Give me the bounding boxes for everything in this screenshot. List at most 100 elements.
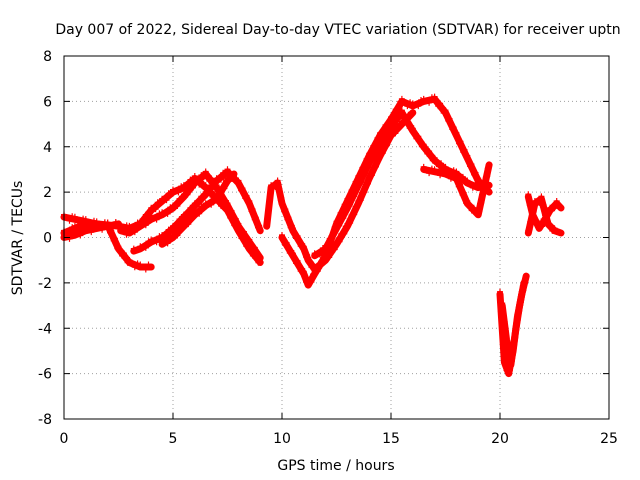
data-point-marker (110, 224, 116, 231)
data-point-marker (296, 263, 303, 269)
data-point-marker (526, 226, 533, 233)
data-point-marker (239, 185, 246, 192)
data-point-marker (497, 288, 503, 295)
data-point-marker (63, 214, 70, 221)
data-point-marker (415, 133, 422, 140)
data-point-marker (501, 318, 508, 325)
data-point-marker (364, 162, 371, 169)
data-point-marker (153, 216, 160, 223)
data-point-marker (540, 201, 547, 208)
y-tick-label: -6 (38, 367, 52, 383)
data-point-marker (282, 206, 289, 213)
data-point-marker (123, 231, 130, 238)
data-point-marker (66, 235, 73, 242)
data-point-marker (196, 200, 203, 207)
data-point-marker (341, 230, 348, 237)
data-point-marker (283, 239, 290, 246)
data-point-marker (538, 193, 545, 200)
data-point-marker (530, 208, 537, 215)
series-track-9 (311, 107, 493, 260)
data-point-marker (353, 203, 360, 210)
data-point-marker (204, 173, 211, 180)
data-point-marker (77, 220, 84, 226)
data-point-marker (405, 120, 412, 127)
data-point-marker (465, 157, 472, 164)
data-point-marker (246, 198, 253, 204)
data-point-marker (228, 175, 235, 182)
series-track-12 (498, 279, 528, 369)
data-point-marker (438, 105, 445, 112)
data-point-marker (185, 221, 192, 228)
data-point-marker (464, 152, 471, 159)
data-point-marker (329, 235, 336, 242)
data-point-marker (289, 250, 296, 257)
data-point-marker (519, 290, 526, 297)
data-point-marker (400, 112, 407, 119)
data-point-marker (412, 101, 419, 108)
data-point-marker (453, 173, 460, 179)
data-point-marker (296, 238, 303, 245)
data-point-marker (178, 225, 185, 232)
data-point-marker (218, 176, 224, 183)
data-point-marker (248, 241, 255, 248)
data-point-marker (517, 299, 524, 306)
data-series (60, 93, 565, 378)
data-point-marker (351, 193, 358, 200)
data-point-marker (468, 161, 475, 168)
data-point-marker (514, 317, 521, 324)
data-point-marker (288, 222, 295, 229)
data-point-marker (153, 239, 160, 246)
data-point-marker (446, 115, 453, 122)
data-point-marker (111, 235, 118, 242)
data-point-marker (74, 216, 81, 223)
data-point-marker (502, 327, 509, 334)
data-point-marker (480, 190, 487, 197)
data-point-marker (265, 210, 272, 217)
data-point-marker (77, 232, 84, 239)
data-point-marker (351, 211, 358, 218)
data-point-marker (85, 219, 92, 226)
data-point-marker (511, 341, 518, 347)
y-tick-label: -8 (38, 412, 52, 428)
data-point-marker (472, 169, 479, 176)
data-point-marker (368, 157, 375, 163)
x-tick-label: 25 (600, 431, 618, 447)
data-point-marker (336, 238, 343, 245)
data-point-marker (469, 184, 476, 191)
data-point-marker (257, 227, 264, 234)
data-point-marker (285, 214, 292, 221)
data-point-marker (174, 232, 181, 239)
data-point-marker (267, 193, 274, 199)
data-point-marker (224, 200, 231, 207)
data-point-marker (129, 260, 136, 267)
data-point-marker (317, 251, 324, 258)
data-point-marker (200, 193, 207, 200)
data-point-marker (398, 107, 405, 114)
data-point-marker (442, 168, 449, 175)
data-point-marker (208, 175, 215, 182)
data-point-marker (228, 207, 235, 214)
y-tick-label: 6 (43, 94, 52, 110)
data-point-marker (178, 216, 185, 223)
data-point-marker (66, 217, 73, 224)
data-point-marker (403, 115, 410, 121)
data-point-marker (189, 214, 196, 221)
data-point-marker (134, 247, 140, 253)
data-point-marker (392, 130, 399, 137)
data-point-marker (205, 201, 212, 207)
data-point-marker (167, 227, 174, 234)
data-point-marker (189, 205, 196, 211)
data-point-marker (202, 182, 209, 189)
data-point-marker (486, 189, 493, 196)
data-point-marker (117, 248, 124, 255)
data-point-marker (368, 172, 375, 179)
data-point-marker (347, 220, 354, 226)
data-point-marker (506, 367, 513, 374)
data-point-marker (391, 121, 398, 128)
data-point-marker (409, 109, 416, 116)
data-point-marker (467, 181, 473, 188)
data-point-marker (523, 273, 530, 280)
data-point-marker (325, 243, 332, 250)
data-point-marker (211, 182, 218, 189)
data-point-marker (289, 225, 296, 232)
